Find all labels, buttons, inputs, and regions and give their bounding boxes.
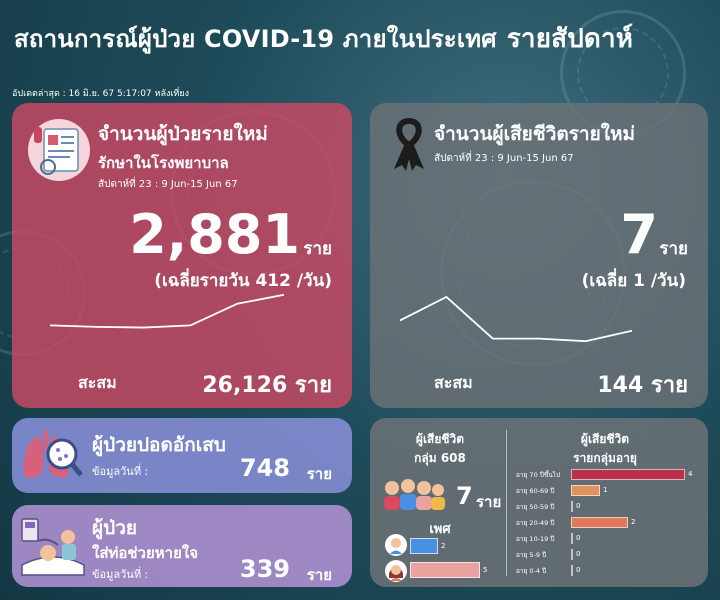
age-row: อายุ 0-4 ปี 0 xyxy=(516,564,696,578)
trend-line xyxy=(399,295,633,343)
gender-value-male: 2 xyxy=(441,542,446,550)
deaths-breakdown-card: ผู้เสียชีวิต กลุ่ม 608 7 ราย เพศ 2 5 ผู้… xyxy=(370,418,708,587)
age-label: อายุ 10-19 ปี xyxy=(516,535,555,543)
age-bar xyxy=(571,517,628,528)
new-cases-trend-line xyxy=(49,293,285,329)
new-deaths-cumulative-label: สะสม xyxy=(434,373,473,392)
new-cases-average: (เฉลี่ยรายวัน 412 /วัน) xyxy=(154,271,332,291)
last-updated: อัปเดตล่าสุด : 16 มิ.ย. 67 5:17:07 หลังเ… xyxy=(12,89,190,99)
age-value: 0 xyxy=(576,566,581,574)
age-bar xyxy=(571,565,573,576)
new-cases-cumulative-label: สะสม xyxy=(78,373,117,392)
page-title: สถานการณ์ผู้ป่วย COVID-19 ภายในประเทศ ราย… xyxy=(14,24,634,54)
age-label: อายุ 5-9 ปี xyxy=(516,551,547,559)
age-bar xyxy=(571,533,573,544)
ventilator-unit: ราย xyxy=(306,566,332,584)
age-bar xyxy=(571,501,573,512)
age-row: อายุ 70 ปีขึ้นไป 4 xyxy=(516,468,696,482)
mourning-ribbon-icon xyxy=(394,117,424,171)
age-bar xyxy=(571,549,573,560)
age-row: อายุ 10-19 ปี 0 xyxy=(516,532,696,546)
new-deaths-unit: ราย xyxy=(659,239,688,259)
deaths-gender-title: เพศ xyxy=(429,522,451,537)
new-deaths-week: สัปดาห์ที่ 23 : 9 Jun-15 Jun 67 xyxy=(434,153,574,164)
new-deaths-trend-line xyxy=(399,295,633,343)
trend-line xyxy=(49,293,285,329)
age-bar xyxy=(571,469,685,480)
deaths-608-unit: ราย xyxy=(476,493,502,511)
pneumonia-date-label: ข้อมูลวันที่ : xyxy=(92,465,149,478)
ventilator-subtitle: ใส่ท่อช่วยหายใจ xyxy=(92,544,198,562)
patient-ventilator-icon xyxy=(21,518,85,576)
deaths-608-value: 7 xyxy=(456,482,473,510)
new-cases-week: สัปดาห์ที่ 23 : 9 Jun-15 Jun 67 xyxy=(98,179,238,190)
elderly-group-icon xyxy=(384,479,445,510)
new-deaths-average: (เฉลี่ย 1 /วัน) xyxy=(581,271,686,291)
new-deaths-card: จำนวนผู้เสียชีวิตรายใหม่ สัปดาห์ที่ 23 :… xyxy=(370,103,708,408)
pneumonia-card: ผู้ป่วยปอดอักเสบ ข้อมูลวันที่ : 748 ราย xyxy=(12,418,352,493)
ventilator-value: 339 xyxy=(239,555,290,583)
age-bar xyxy=(571,485,600,496)
pneumonia-unit: ราย xyxy=(306,465,332,483)
new-cases-title: จำนวนผู้ป่วยรายใหม่ xyxy=(98,123,268,145)
age-value: 2 xyxy=(631,518,636,526)
new-cases-subtitle: รักษาในโรงพยาบาล xyxy=(98,154,229,172)
gender-bar-female xyxy=(410,562,480,578)
age-label: อายุ 50-59 ปี xyxy=(516,503,555,511)
age-value: 1 xyxy=(603,486,608,494)
deaths-age-title: ผู้เสียชีวิต รายกลุ่มอายุ xyxy=(573,432,637,465)
new-deaths-value: 7 xyxy=(620,203,658,266)
ventilator-title: ผู้ป่วย xyxy=(92,517,137,539)
female-icon xyxy=(385,560,407,582)
medical-record-icon xyxy=(28,119,90,181)
gender-bar-male xyxy=(410,538,438,554)
age-label: อายุ 0-4 ปี xyxy=(516,567,547,575)
new-deaths-cumulative-value: 144 ราย xyxy=(597,373,688,398)
page-title-suffix: รายสัปดาห์ xyxy=(506,24,634,54)
age-value: 0 xyxy=(576,534,581,542)
new-cases-value: 2,881 xyxy=(129,203,300,266)
new-deaths-title: จำนวนผู้เสียชีวิตรายใหม่ xyxy=(434,123,636,145)
deaths-608-title: ผู้เสียชีวิต กลุ่ม 608 xyxy=(414,432,466,465)
pneumonia-value: 748 xyxy=(239,454,290,482)
age-row: อายุ 5-9 ปี 0 xyxy=(516,548,696,562)
age-value: 0 xyxy=(576,502,581,510)
lungs-icon xyxy=(23,430,83,478)
card-divider xyxy=(506,430,507,576)
age-row: อายุ 50-59 ปี 0 xyxy=(516,500,696,514)
ventilator-date-label: ข้อมูลวันที่ : xyxy=(92,568,149,581)
gender-value-female: 5 xyxy=(483,566,488,574)
pneumonia-title: ผู้ป่วยปอดอักเสบ xyxy=(92,434,226,456)
age-row: อายุ 20-49 ปี 2 xyxy=(516,516,696,530)
age-value: 0 xyxy=(576,550,581,558)
age-label: อายุ 20-49 ปี xyxy=(516,519,555,527)
new-cases-unit: ราย xyxy=(303,239,332,259)
age-label: อายุ 60-69 ปี xyxy=(516,487,555,495)
new-cases-cumulative-value: 26,126 ราย xyxy=(202,373,332,398)
age-label: อายุ 70 ปีขึ้นไป xyxy=(516,471,561,479)
age-value: 4 xyxy=(688,470,693,478)
ventilator-card: ผู้ป่วย ใส่ท่อช่วยหายใจ ข้อมูลวันที่ : 3… xyxy=(12,505,352,587)
male-icon xyxy=(385,534,407,556)
age-row: อายุ 60-69 ปี 1 xyxy=(516,484,696,498)
new-cases-card: จำนวนผู้ป่วยรายใหม่ รักษาในโรงพยาบาล สัป… xyxy=(12,103,352,408)
